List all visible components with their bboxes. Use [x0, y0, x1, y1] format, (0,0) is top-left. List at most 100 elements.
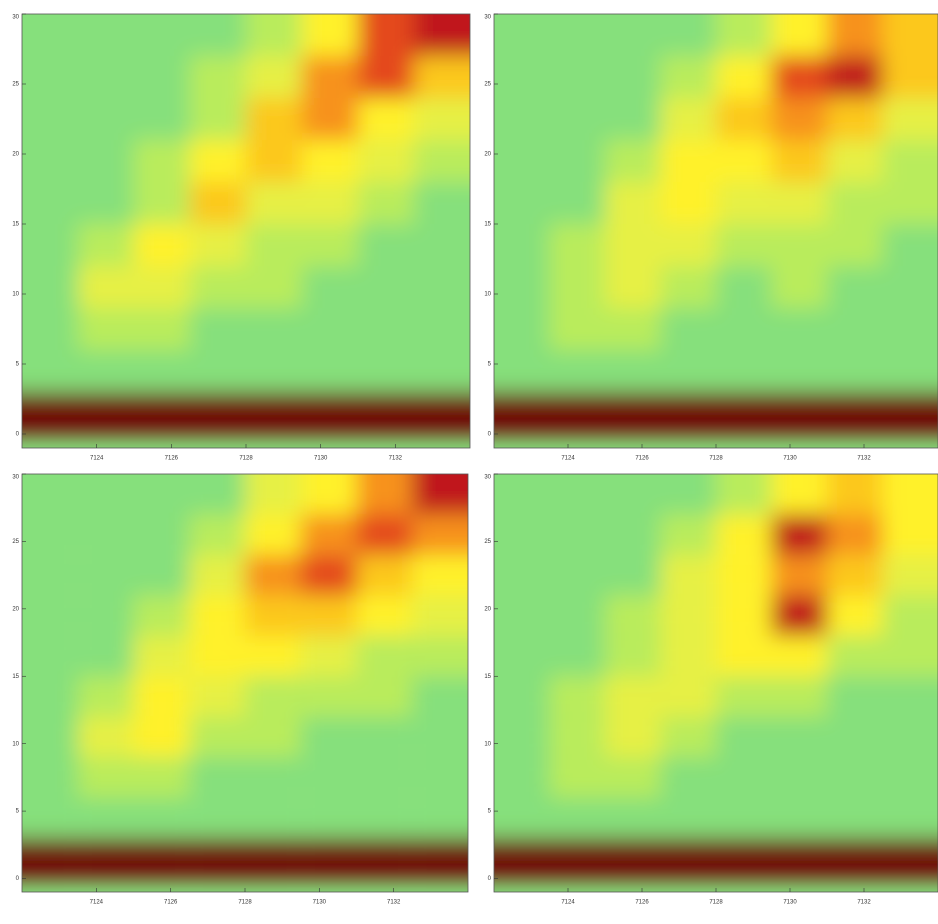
heat-cell	[827, 514, 883, 554]
heat-cell	[716, 266, 772, 308]
heat-cell	[301, 514, 357, 554]
heat-cell	[78, 266, 134, 308]
heat-cell	[550, 798, 606, 838]
heat-cell	[661, 717, 717, 757]
x-tick-label: 7124	[90, 456, 104, 462]
y-tick-label: 10	[12, 292, 19, 298]
heat-cell	[605, 444, 661, 514]
heat-cell	[302, 98, 358, 140]
heat-cell	[134, 636, 190, 676]
heat-cell	[772, 757, 828, 797]
heat-cell	[464, 444, 550, 514]
heat-cell	[550, 555, 606, 595]
heat-cell	[661, 838, 717, 878]
heat-cell	[246, 182, 302, 224]
heat-cell	[0, 56, 78, 98]
heat-cell	[414, 266, 500, 308]
heat-cell	[661, 350, 717, 392]
heat-cell	[357, 555, 413, 595]
y-tick-label: 5	[488, 809, 492, 815]
heat-cell	[0, 838, 78, 878]
heat-cell	[883, 308, 938, 350]
heat-cell	[772, 555, 828, 595]
heat-cell	[0, 0, 78, 56]
heat-cell	[716, 717, 772, 757]
heat-cell	[301, 676, 357, 716]
heat-cell	[716, 182, 772, 224]
y-tick-label: 25	[12, 82, 19, 88]
heat-cell	[0, 717, 78, 757]
heat-cell	[550, 514, 606, 554]
y-tick-label: 10	[484, 741, 491, 747]
heat-cell	[716, 56, 772, 98]
heat-cell	[301, 798, 357, 838]
y-tick-label: 0	[16, 432, 20, 438]
heat-cell	[550, 182, 606, 224]
heat-cell	[0, 308, 78, 350]
heat-cell	[0, 514, 78, 554]
x-tick-label: 7132	[389, 456, 403, 462]
x-tick-label: 7128	[239, 456, 253, 462]
heat-cell	[464, 555, 550, 595]
heat-cell	[464, 56, 550, 98]
heat-cell	[464, 224, 550, 266]
heat-cell	[301, 838, 357, 878]
heat-cell	[190, 0, 246, 56]
heat-cell	[464, 308, 550, 350]
heat-cell	[414, 224, 500, 266]
heat-cell	[134, 392, 190, 434]
heat-cell	[464, 350, 550, 392]
x-tick-label: 7124	[561, 900, 575, 906]
heat-cell	[246, 56, 302, 98]
heat-cell	[661, 56, 717, 98]
heat-cell	[357, 717, 413, 757]
heat-cell	[190, 392, 246, 434]
heat-cell	[661, 182, 717, 224]
heat-cell	[358, 182, 414, 224]
heat-cell	[661, 444, 717, 514]
heat-cell	[772, 636, 828, 676]
heat-cell	[605, 56, 661, 98]
heat-cell	[827, 224, 883, 266]
heat-cell	[190, 308, 246, 350]
heat-cell	[412, 757, 498, 797]
heat-cell	[301, 555, 357, 595]
heat-cell	[883, 838, 938, 878]
heat-cell	[550, 838, 606, 878]
heat-cell	[883, 636, 938, 676]
heat-cell	[0, 555, 78, 595]
heat-cell	[412, 676, 498, 716]
figure: 0510152025307124712671287130713205101520…	[0, 0, 938, 924]
y-tick-label: 20	[484, 152, 491, 158]
heat-cell	[301, 757, 357, 797]
x-tick-label: 7132	[387, 900, 401, 906]
x-tick-label: 7126	[165, 456, 179, 462]
heat-cell	[189, 757, 245, 797]
heat-cell	[0, 595, 78, 635]
heat-cell	[605, 140, 661, 182]
heat-cell	[246, 98, 302, 140]
heat-cell	[772, 56, 828, 98]
heat-cell	[0, 676, 78, 716]
heat-cell	[245, 444, 301, 514]
heat-cell	[772, 514, 828, 554]
y-tick-label: 30	[12, 475, 19, 481]
heat-cell	[301, 636, 357, 676]
heat-cell	[550, 224, 606, 266]
heat-cell	[550, 757, 606, 797]
heat-cell	[772, 392, 828, 434]
heat-cell	[661, 308, 717, 350]
heat-cell	[605, 514, 661, 554]
heat-cell	[883, 140, 938, 182]
heat-cell	[302, 56, 358, 98]
heat-cell	[78, 350, 134, 392]
heat-field	[464, 444, 938, 879]
heat-cell	[357, 514, 413, 554]
heat-cell	[358, 350, 414, 392]
heat-cell	[357, 757, 413, 797]
heat-cell	[0, 140, 78, 182]
heat-cell	[414, 98, 500, 140]
heat-cell	[302, 140, 358, 182]
heat-cell	[716, 444, 772, 514]
heat-cell	[716, 555, 772, 595]
